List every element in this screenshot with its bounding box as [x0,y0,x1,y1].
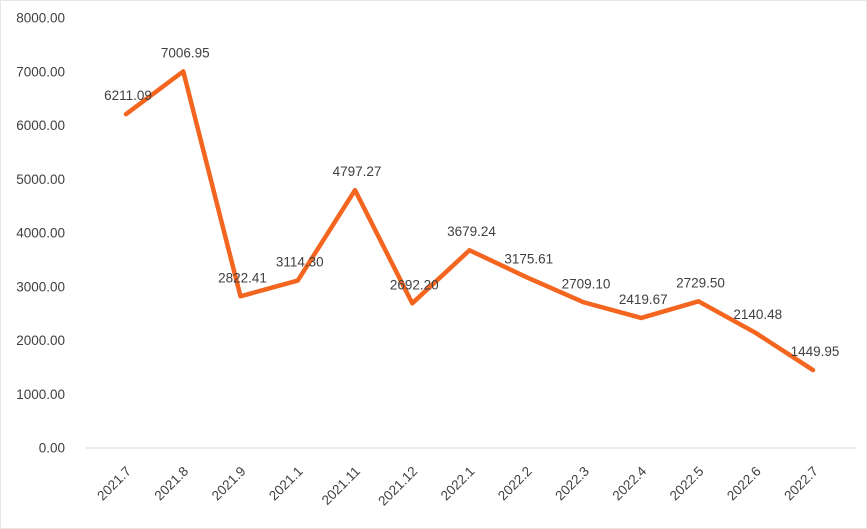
data-label: 3679.24 [447,224,496,239]
y-axis-tick-label: 7000.00 [16,64,65,79]
x-axis-tick-label: 2021.12 [375,464,420,509]
data-label: 6211.09 [104,88,152,103]
data-label: 7006.95 [161,45,210,60]
x-axis-tick-label: 2022.6 [724,464,764,504]
series-line [123,69,816,373]
data-label: 2419.67 [619,292,668,307]
y-axis-tick-label: 4000.00 [16,226,65,241]
x-axis-tick-label: 2021.7 [94,464,134,504]
x-axis-tick-label: 2021.9 [209,464,249,504]
x-axis-tick-label: 2022.5 [667,464,707,504]
y-axis-tick-label: 2000.00 [16,333,65,348]
data-label: 2709.10 [562,276,611,291]
x-axis-tick-label: 2022.3 [552,464,592,504]
data-label: 2692.20 [390,277,439,292]
x-axis-tick-label: 2022.2 [495,464,535,504]
y-axis-tick-label: 3000.00 [16,279,65,294]
x-axis-tick-label: 2021.8 [152,464,192,504]
data-label: 4797.27 [333,164,382,179]
x-axis-tick-label: 2022.1 [438,464,478,504]
data-label: 2729.50 [676,275,725,290]
y-axis-tick-label: 1000.00 [16,387,65,402]
data-label: 2822.41 [218,270,267,285]
y-axis-tick-label: 5000.00 [16,172,65,187]
x-axis-tick-label: 2022.7 [781,464,821,504]
data-label: 3114.30 [276,255,324,270]
data-label: 2140.48 [733,307,782,322]
y-axis-tick-label: 0.00 [39,441,65,456]
x-axis-tick-label: 2022.4 [610,463,650,503]
x-axis-tick-label: 2021.11 [319,464,363,508]
data-label: 3175.61 [504,251,553,266]
data-label: 1449.95 [791,344,840,359]
y-axis-tick-label: 8000.00 [16,11,65,26]
x-axis-tick-label: 2021.1 [266,464,306,504]
y-axis-tick-label: 6000.00 [16,118,65,133]
